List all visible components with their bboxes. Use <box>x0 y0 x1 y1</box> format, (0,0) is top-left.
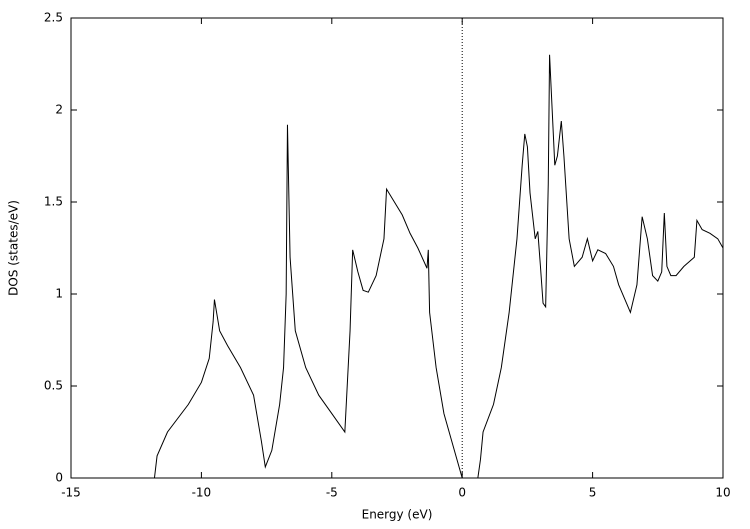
x-tick-label: -15 <box>61 486 81 500</box>
x-tick-label: 5 <box>589 486 597 500</box>
y-tick-label: 0.5 <box>44 379 63 393</box>
dos-line <box>153 54 724 479</box>
y-tick-label: 1 <box>55 287 63 301</box>
y-axis-label: DOS (states/eV) <box>7 200 21 296</box>
y-tick-label: 2 <box>55 103 63 117</box>
y-tick-label: 2.5 <box>44 11 63 25</box>
x-tick-label: -10 <box>192 486 212 500</box>
x-tick-label: -5 <box>326 486 338 500</box>
plot-frame <box>70 17 724 479</box>
y-tick-label: 0 <box>55 471 63 485</box>
x-tick-label: 0 <box>458 486 466 500</box>
y-tick-label: 1.5 <box>44 195 63 209</box>
x-tick-label: 10 <box>715 486 730 500</box>
x-axis-label: Energy (eV) <box>362 508 433 522</box>
